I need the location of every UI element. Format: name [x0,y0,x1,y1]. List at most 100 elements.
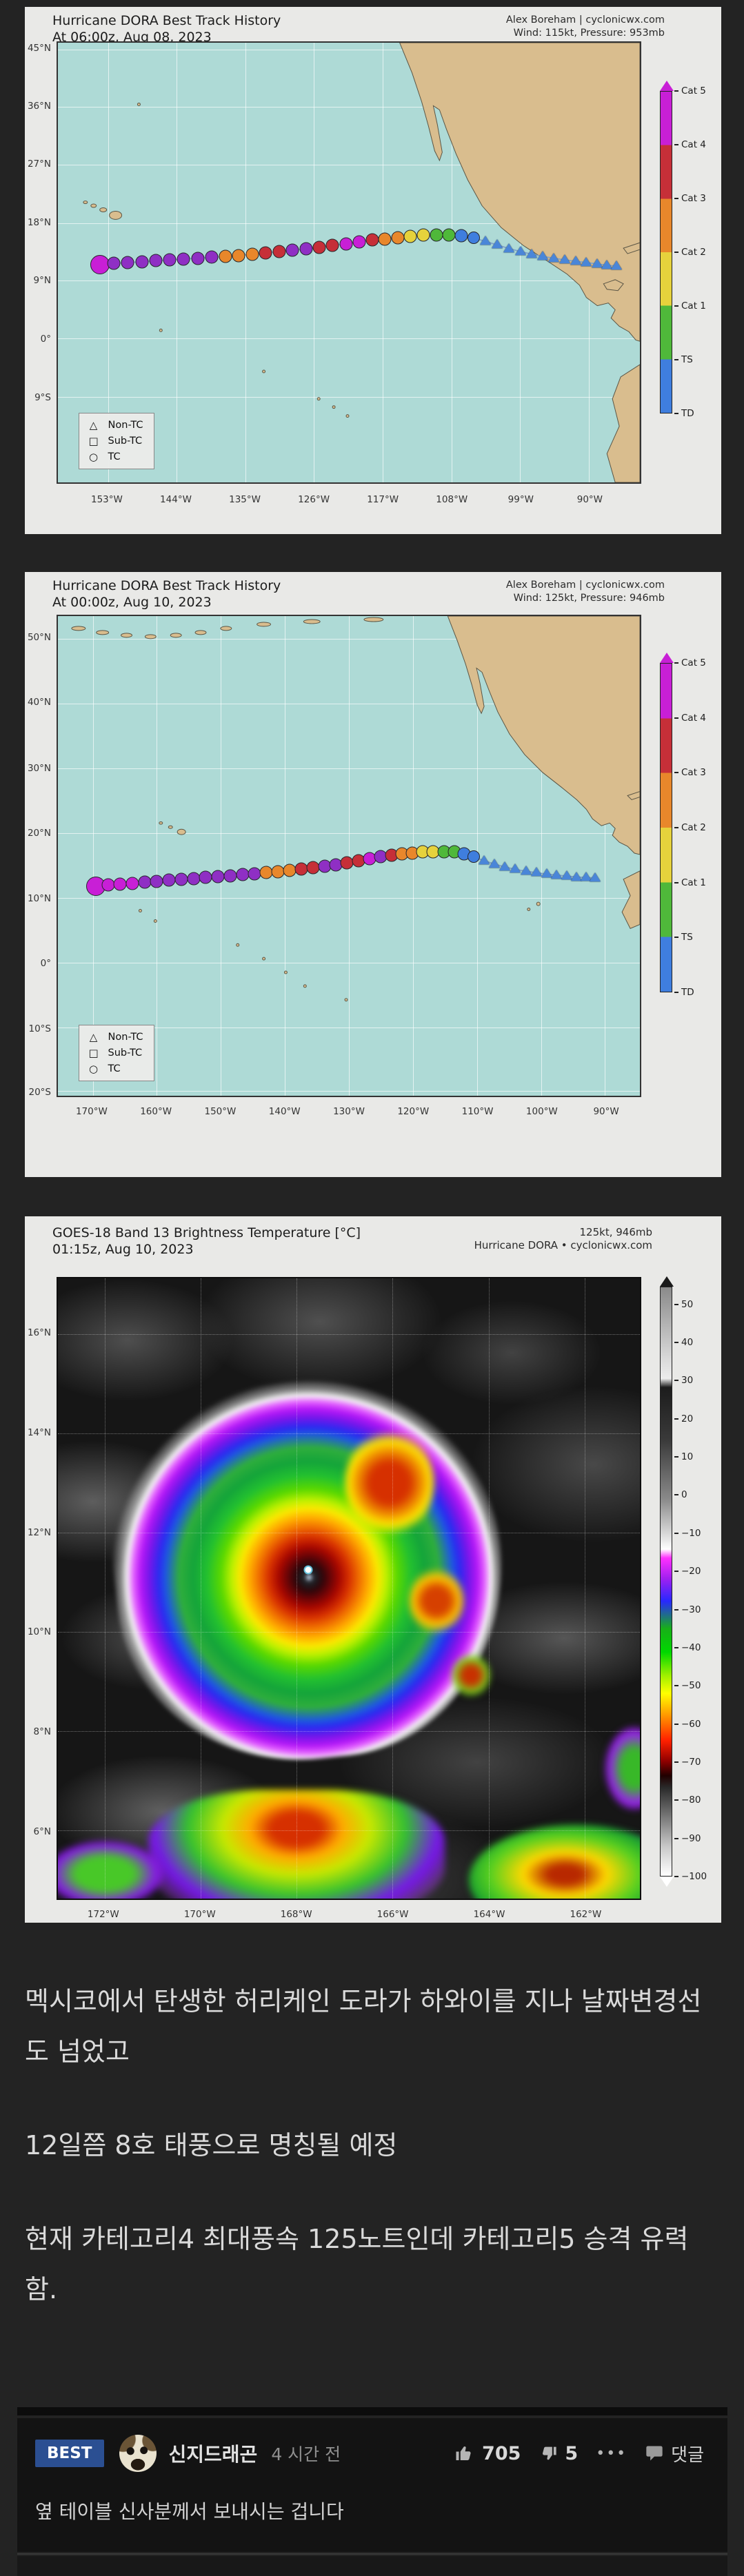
credit-line1: Alex Boreham | cyclonicwx.com [505,14,665,25]
colorbar-tick-label: 50 [674,1299,693,1310]
legend-label: TC [108,451,121,462]
y-axis-tick-label: 9°N [33,275,51,287]
track-point [272,245,286,258]
track-point [107,256,121,270]
track-point [191,252,205,265]
grid-line [58,1334,640,1335]
y-axis-tick-label: 20°S [28,1087,52,1098]
colorbar-tick-label: −100 [674,1871,707,1882]
legend-label: Non-TC [108,419,143,431]
track-point-triangle [530,867,542,877]
y-axis-tick-label: 10°S [28,1023,52,1034]
figure-title-line2: 01:15z, Aug 10, 2023 [52,1242,194,1257]
reply-button[interactable]: 댓글 [645,2441,704,2466]
x-axis-tick-label: 120°W [397,1106,430,1117]
colorbar-tick-label: −30 [674,1604,701,1615]
cold-cloud-patch [452,1655,490,1696]
credit-line1: Alex Boreham | cyclonicwx.com [505,580,665,591]
y-axis-tick-label: 0° [40,334,51,345]
grid-line [92,616,94,1096]
figure-credit: Alex Boreham | cyclonicwx.com Wind: 125k… [506,579,665,605]
track-map-image-aug10[interactable]: Hurricane DORA Best Track History At 00:… [25,572,721,1177]
figure-credit: 125kt, 946mb Hurricane DORA • cyclonicwx… [474,1226,652,1252]
legend-marker: ○ [88,450,99,463]
grid-line [58,1731,640,1732]
colorbar-tick-label: Cat 4 [674,139,706,150]
x-axis: 172°W 170°W 168°W 166°W 164°W 162°W [57,1905,641,1922]
colorbar-tick-label: 40 [674,1337,693,1348]
track-point-triangle [526,249,538,258]
comment-bottom-divider [17,2553,727,2555]
y-axis-tick-label: 16°N [27,1327,51,1339]
comment-username[interactable]: 신지드래곤 [168,2443,258,2466]
colorbar-tick-label: Cat 5 [674,657,706,668]
track-point [378,232,392,246]
grid-line [58,223,640,224]
colorbar-bottom-arrow [660,1877,674,1887]
grid-line [58,396,640,398]
cold-cloud-patch [345,1429,435,1537]
legend-item: □ Sub-TC [88,435,143,447]
legend-marker: △ [89,1031,98,1044]
track-point-triangle [559,254,571,264]
track-point-triangle [520,866,532,875]
track-point-triangle [548,252,560,262]
x-axis-tick-label: 126°W [298,494,330,505]
x-axis: 153°W 144°W 135°W 126°W 117°W 108°W 99°W 90°W [57,491,641,507]
track-point [219,249,232,263]
track-point [113,877,127,891]
y-axis-tick-label: 6°N [33,1826,51,1837]
x-axis-tick-label: 135°W [229,494,261,505]
more-options-button[interactable]: ••• [596,2444,627,2462]
track-map-image-aug08[interactable]: Hurricane DORA Best Track History At 06:… [25,7,721,534]
convection-bottom-left [58,1841,163,1899]
y-axis-tick-label: 50°N [27,631,51,643]
colorbar-tick-label: TD [674,408,694,419]
map-legend: △ Non-TC □ Sub-TC ○ TC [78,412,155,469]
legend-label: Sub-TC [108,435,143,447]
dislike-button[interactable]: 5 [539,2443,578,2464]
satellite-image[interactable]: GOES-18 Band 13 Brightness Temperature [… [25,1216,721,1923]
track-point [352,235,366,249]
track-point [174,872,188,886]
colorbar-tick-label: TS [674,932,693,943]
track-point-triangle [541,868,552,878]
legend-marker: □ [88,434,99,447]
grid-line [58,280,640,282]
x-axis-tick-label: 168°W [280,1909,312,1920]
track-point [205,250,219,264]
track-point-triangle [611,260,623,270]
y-axis: 50°N 40°N 30°N 20°N 10°N 0° 10°S 20°S [25,615,54,1098]
y-axis-tick-label: 10°N [27,1626,51,1638]
grid-line [58,1433,640,1434]
track-point [149,254,163,267]
track-point-triangle [514,246,526,256]
colorbar-tick-label: −20 [674,1566,701,1577]
x-axis: 170°W 160°W 150°W 140°W 130°W 120°W 110°W 100°W… [57,1103,641,1119]
grid-line [392,1278,394,1899]
track-point [312,241,326,254]
x-axis-tick-label: 130°W [333,1106,365,1117]
grid-line [58,107,640,108]
track-point-triangle [489,859,500,868]
figure-title-line1: Hurricane DORA Best Track History [52,578,281,593]
x-axis-tick-label: 162°W [570,1909,602,1920]
colorbar-tick-label: Cat 3 [674,193,706,204]
like-button[interactable]: 705 [454,2443,521,2464]
avatar[interactable] [119,2435,157,2472]
track-point [199,870,212,884]
legend-label: TC [108,1063,121,1075]
colorbar-labels: 50 40 30 20 10 0 −10 −20 −30 −40 −50 −60 −70 −80 −90 −1… [674,1287,718,1882]
colorbar-tick-label: −70 [674,1757,701,1768]
comment-actions: 705 5 ••• 댓글 [454,2441,710,2466]
grid-line [488,1278,490,1899]
track-point [211,870,225,883]
track-point-triangle [561,870,572,880]
track-point-triangle [510,863,521,873]
legend-item: ○ TC [88,451,143,463]
x-axis-tick-label: 170°W [183,1909,216,1920]
hurricane-eye [303,1565,313,1575]
track-point [365,233,379,247]
y-axis-tick-label: 0° [40,958,51,970]
